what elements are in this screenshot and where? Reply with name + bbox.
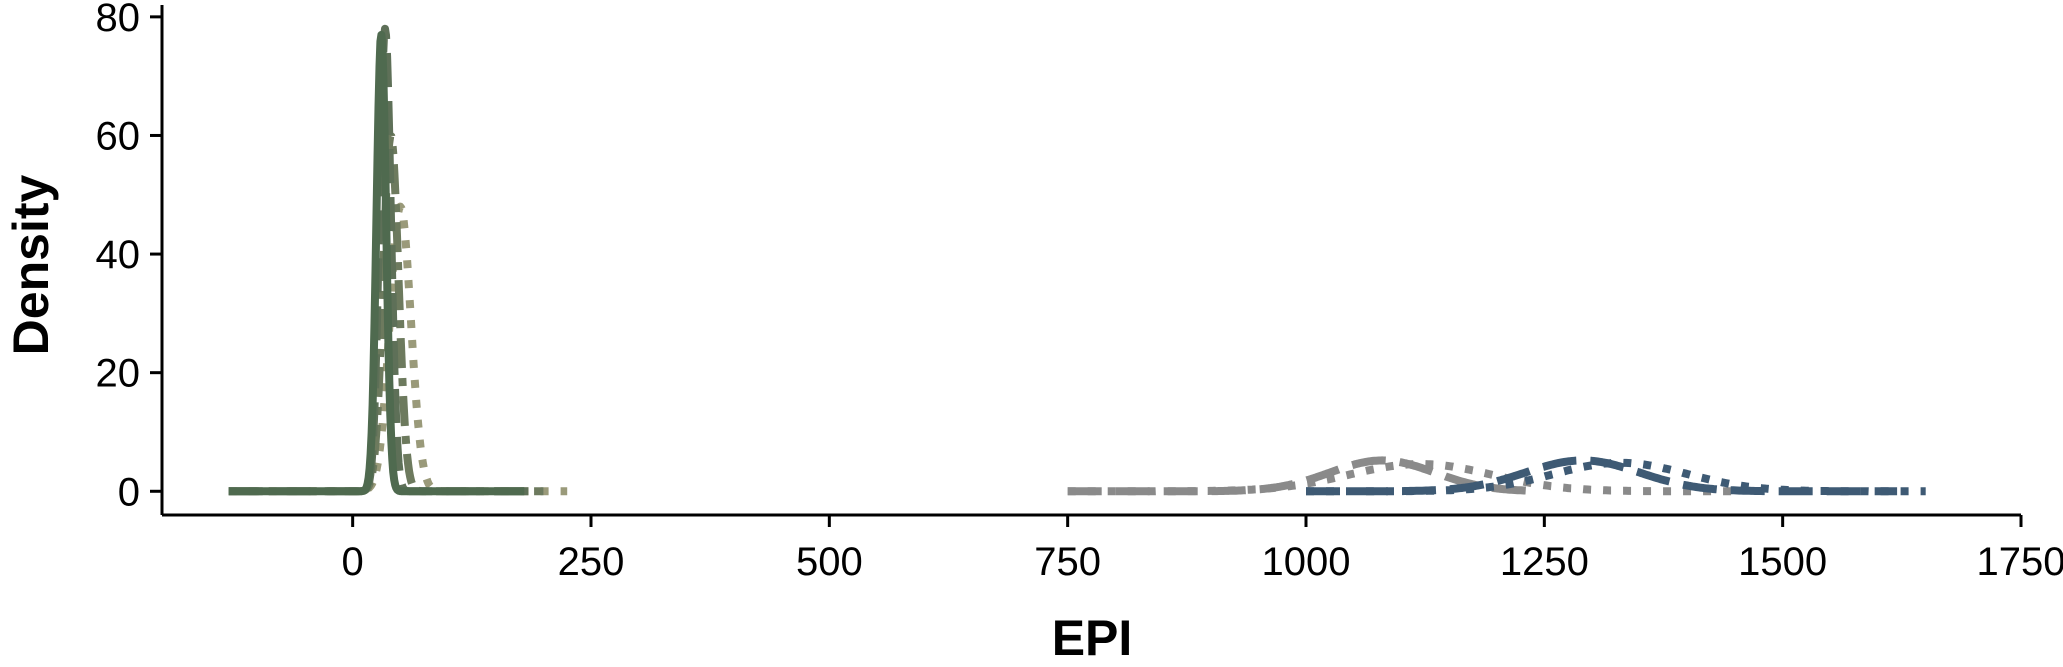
density-series-4 [1304,458,1928,496]
density-series-3 [1304,456,1900,496]
y-tick-label: 20 [96,352,141,396]
x-tick-label: 750 [1034,540,1101,584]
x-tick-label: 500 [796,540,863,584]
x-ticks: 0 250 500 750 1000 1250 1500 1750 [342,515,2063,584]
x-tick-label: 250 [558,540,625,584]
x-tick-label: 1750 [1977,540,2063,584]
y-ticks: 0 20 40 60 80 [96,0,162,514]
x-tick-label: 1250 [1500,540,1589,584]
density-series-1 [1065,456,1538,496]
y-tick-label: 80 [96,0,141,40]
y-axis-title: Density [3,175,59,356]
density-series-2 [1065,460,1737,496]
series-layer [225,24,1928,496]
density-series-8 [225,30,528,496]
x-tick-label: 0 [342,540,364,584]
x-axis-title: EPI [1052,610,1133,666]
y-tick-label: 60 [96,114,141,158]
x-tick-label: 1500 [1738,540,1827,584]
y-tick-label: 40 [96,233,141,277]
x-tick-label: 1000 [1262,540,1351,584]
y-tick-label: 0 [118,470,140,514]
